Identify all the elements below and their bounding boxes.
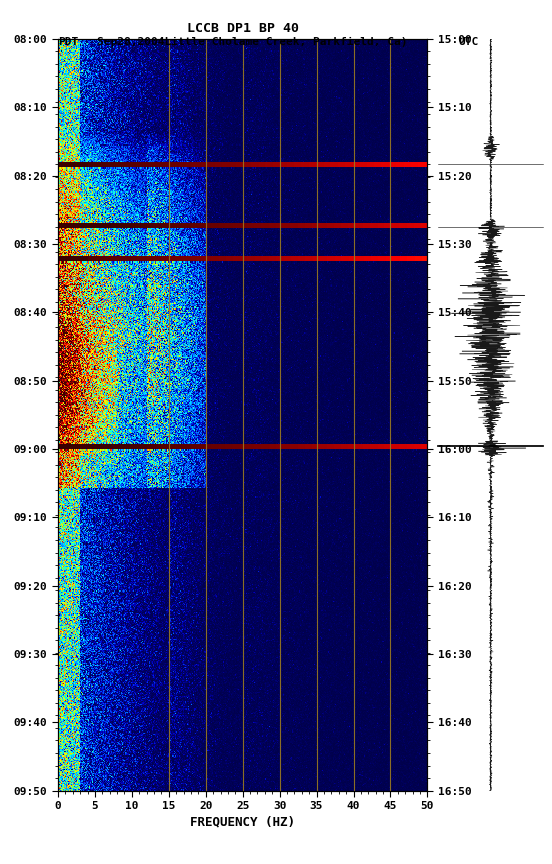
Text: LCCB DP1 BP 40: LCCB DP1 BP 40 bbox=[187, 22, 299, 35]
Text: UTC: UTC bbox=[458, 37, 479, 48]
Text: Sep28,2004Little Cholame Creek, Parkfield, Ca): Sep28,2004Little Cholame Creek, Parkfiel… bbox=[97, 37, 407, 48]
X-axis label: FREQUENCY (HZ): FREQUENCY (HZ) bbox=[190, 815, 295, 828]
Text: PDT: PDT bbox=[58, 37, 78, 48]
